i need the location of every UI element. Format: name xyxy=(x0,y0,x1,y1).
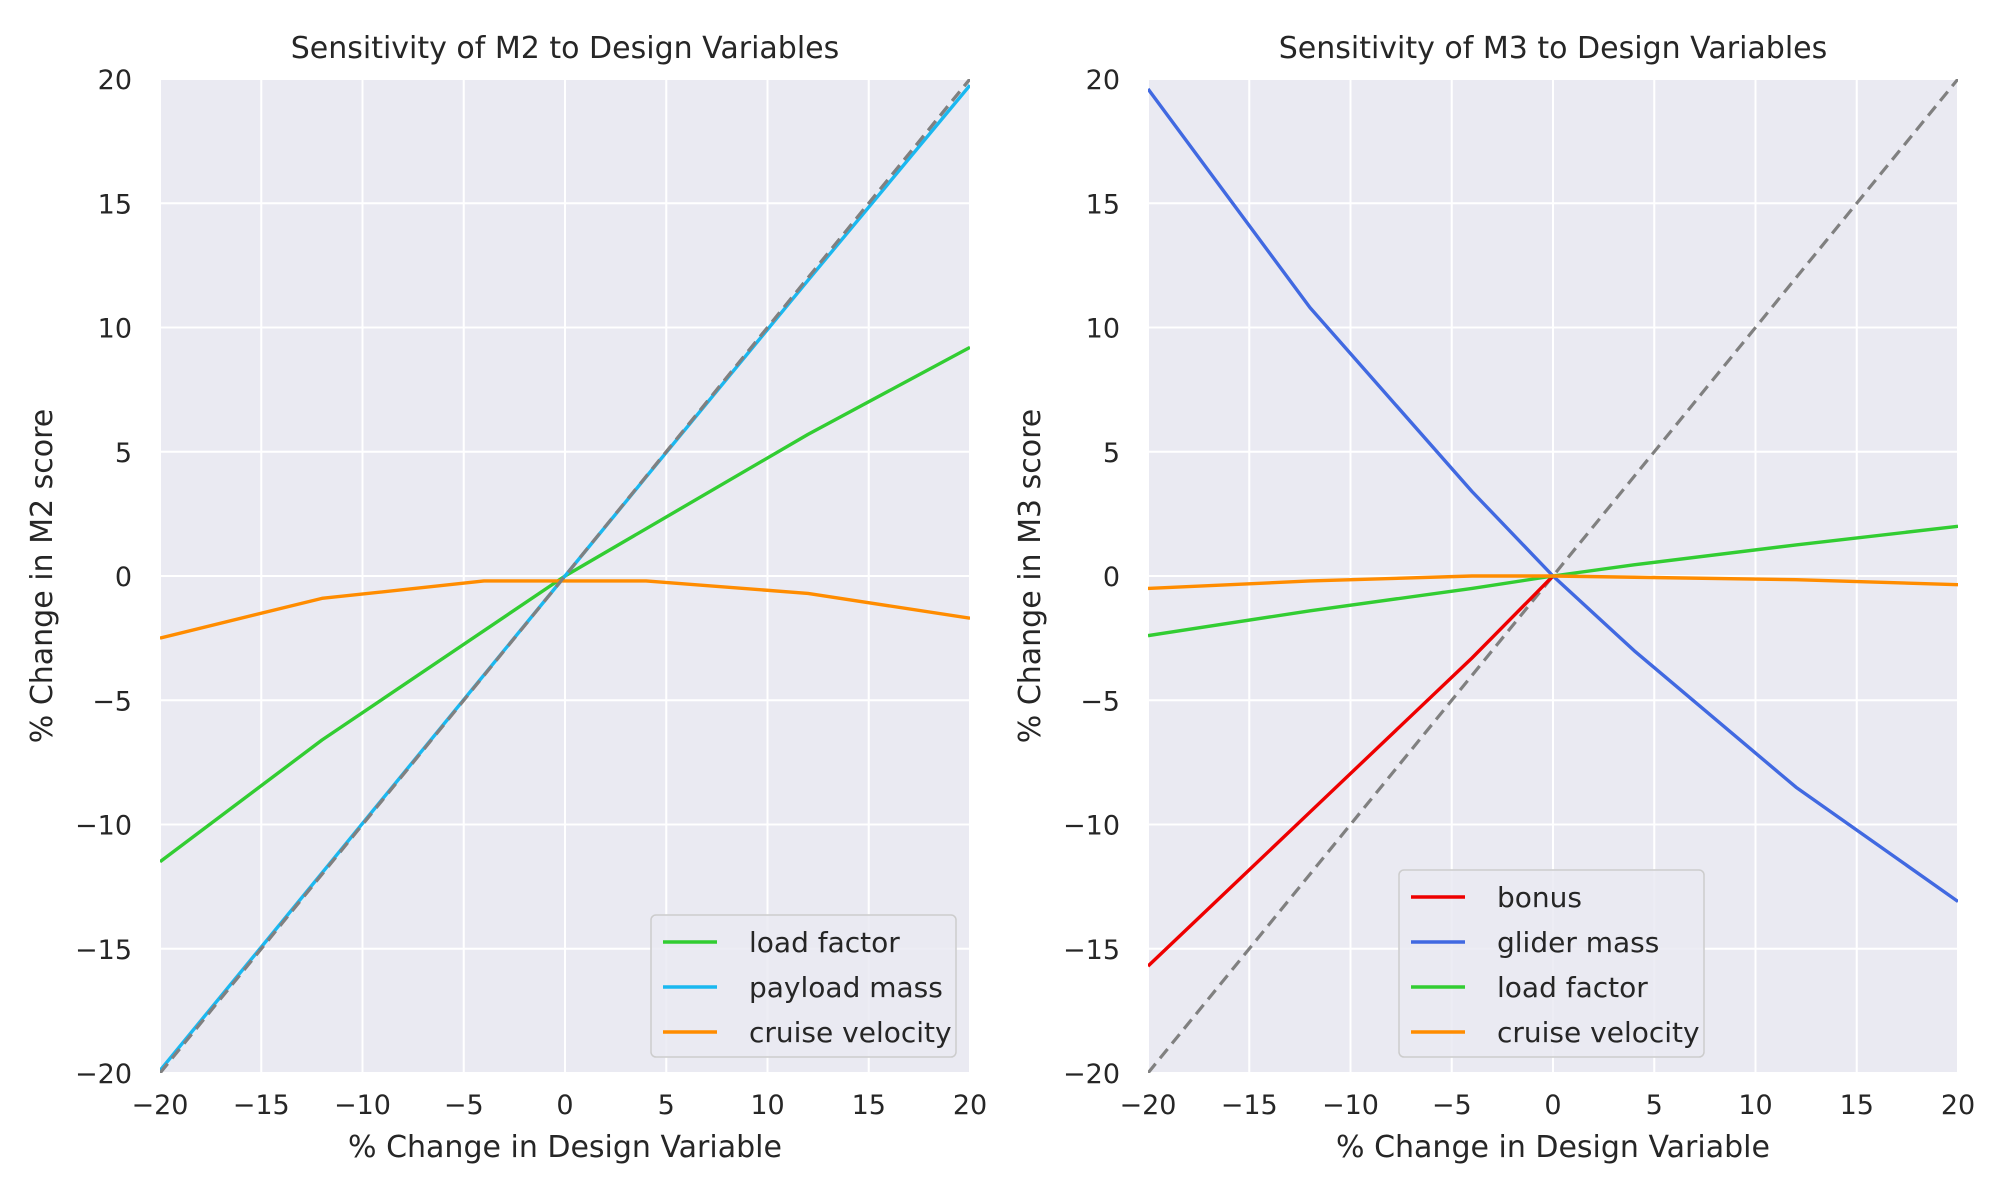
x-tick-label: −5 xyxy=(444,1090,484,1121)
y-tick-label: 5 xyxy=(1103,438,1120,469)
y-tick-label: −5 xyxy=(1080,686,1120,717)
y-tick-label: −10 xyxy=(1063,811,1120,842)
series-line-cruise-velocity xyxy=(160,579,970,640)
reference-line-overlay xyxy=(160,79,970,1073)
legend-label-load-factor: load factor xyxy=(1497,971,1648,1004)
x-tick-label: 0 xyxy=(1544,1090,1561,1121)
m3-sensitivity-chart: −20 −15 −10 −5 0 5 10 15 20 −20 −15 −10 −5 0 5 10 15 20 Se… xyxy=(1013,31,1975,1165)
chart-title: Sensitivity of M3 to Design Variables xyxy=(1279,31,1828,66)
y-tick-label: 10 xyxy=(1086,314,1120,345)
series-line-bonus xyxy=(1148,574,1555,968)
y-tick-label: 15 xyxy=(1086,189,1120,220)
legend-label-load-factor: load factor xyxy=(749,926,900,959)
y-tick-label: −15 xyxy=(75,935,132,966)
y-tick-label: 0 xyxy=(1103,562,1120,593)
x-tick-label: −10 xyxy=(334,1090,391,1121)
x-tick-label: 15 xyxy=(1840,1090,1874,1121)
legend-label-glider-mass: glider mass xyxy=(1497,926,1659,959)
x-tick-label: 20 xyxy=(1941,1090,1975,1121)
x-tick-label: −15 xyxy=(233,1090,290,1121)
x-tick-label: −20 xyxy=(132,1090,189,1121)
x-tick-label: 0 xyxy=(556,1090,573,1121)
y-tick-label: 5 xyxy=(115,438,132,469)
y-tick-label: −20 xyxy=(1063,1059,1120,1090)
x-tick-label: −5 xyxy=(1432,1090,1472,1121)
x-tick-label: 10 xyxy=(1738,1090,1772,1121)
x-tick-label: 10 xyxy=(750,1090,784,1121)
legend-label-payload-mass: payload mass xyxy=(749,971,943,1004)
y-tick-label: 20 xyxy=(1086,65,1120,96)
x-axis-label: % Change in Design Variable xyxy=(348,1130,782,1165)
legend-frame xyxy=(650,914,957,1058)
y-axis-label: % Change in M2 score xyxy=(25,409,60,743)
x-tick-label: 20 xyxy=(953,1090,987,1121)
reference-line xyxy=(1148,79,1958,1073)
legend-label-cruise-velocity: cruise velocity xyxy=(749,1016,952,1049)
chart-title: Sensitivity of M2 to Design Variables xyxy=(291,31,840,66)
y-tick-label: 10 xyxy=(98,314,132,345)
y-tick-label: −15 xyxy=(1063,935,1120,966)
x-tick-label: 5 xyxy=(1646,1090,1663,1121)
m2-sensitivity-chart: −20 −15 −10 −5 0 5 10 15 20 −20 −15 −10 −5 0 5 10 15 20 Se… xyxy=(25,31,987,1165)
y-tick-label: −10 xyxy=(75,811,132,842)
y-tick-label: 20 xyxy=(98,65,132,96)
y-axis-label: % Change in M3 score xyxy=(1013,409,1048,743)
y-tick-label: 0 xyxy=(115,562,132,593)
x-tick-label: −20 xyxy=(1120,1090,1177,1121)
y-tick-label: −5 xyxy=(92,686,132,717)
x-axis-label: % Change in Design Variable xyxy=(1336,1130,1770,1165)
legend: bonus glider mass load factor cruise veloci… xyxy=(1398,869,1705,1058)
legend-label-bonus: bonus xyxy=(1497,881,1582,914)
legend-frame xyxy=(1398,869,1705,1058)
series-lines xyxy=(1148,79,1958,1073)
y-tick-label: 15 xyxy=(98,189,132,220)
series-line-cruise-velocity xyxy=(1148,574,1958,591)
x-tick-label: 15 xyxy=(852,1090,886,1121)
x-tick-label: −15 xyxy=(1221,1090,1278,1121)
series-lines xyxy=(160,79,970,1073)
x-tick-label: 5 xyxy=(658,1090,675,1121)
legend: load factor payload mass cruise velocity xyxy=(650,914,957,1058)
x-tick-label: −10 xyxy=(1322,1090,1379,1121)
y-tick-label: −20 xyxy=(75,1059,132,1090)
legend-label-cruise-velocity: cruise velocity xyxy=(1497,1016,1700,1049)
